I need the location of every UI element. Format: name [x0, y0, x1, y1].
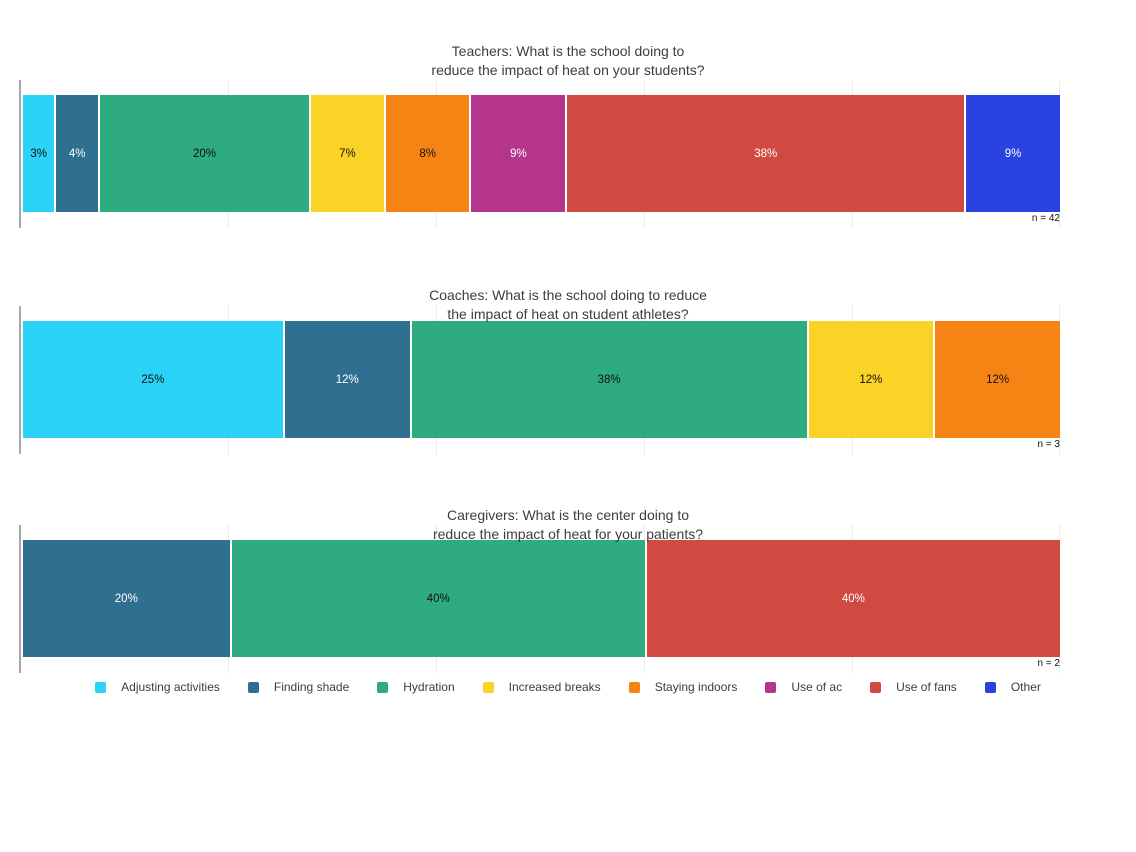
legend-item-hydration[interactable]: Hydration	[377, 680, 455, 694]
segment-value-label: 4%	[68, 147, 86, 160]
legend-label: Hydration	[403, 680, 455, 694]
legend-item-other[interactable]: Other	[984, 680, 1041, 694]
segment-value-label: 12%	[986, 373, 1010, 386]
segment-value-label: 20%	[114, 592, 138, 605]
legend-swatch-icon	[482, 681, 494, 693]
bar-segment-hydration[interactable]: 20%	[100, 95, 309, 212]
legend-label: Finding shade	[273, 680, 350, 694]
segment-value-label: 38%	[754, 147, 778, 160]
chart-title-line1: Teachers: What is the school doing to	[451, 43, 685, 59]
bar-segment-adjusting-activities[interactable]: 3%	[23, 95, 55, 212]
bar-segment-hydration[interactable]: 40%	[231, 540, 645, 657]
bar-segment-finding-shade[interactable]: 12%	[284, 321, 410, 438]
plot-area-caregivers: 20% 40% 40% n = 2	[19, 525, 1060, 673]
stacked-bar-caregivers: 20% 40% 40%	[23, 540, 1060, 657]
segment-value-label: 12%	[859, 373, 883, 386]
bar-segment-hydration[interactable]: 38%	[411, 321, 807, 438]
sample-size-label: n = 42	[1031, 213, 1060, 224]
bar-segment-increased-breaks[interactable]: 12%	[808, 321, 934, 438]
plot-area-teachers: 3% 4% 20% 7% 8% 9% 38% 9% n = 42	[19, 80, 1061, 228]
y-axis-line	[19, 80, 21, 228]
bar-segment-use-of-fans[interactable]: 40%	[646, 540, 1060, 657]
bar-segment-adjusting-activities[interactable]: 25%	[23, 321, 283, 438]
bar-segment-finding-shade[interactable]: 20%	[23, 540, 230, 657]
legend-swatch-icon	[377, 681, 389, 693]
bar-segment-finding-shade[interactable]: 4%	[56, 95, 99, 212]
sample-size-label: n = 3	[1037, 439, 1060, 450]
bar-segment-use-of-ac[interactable]: 9%	[471, 95, 566, 212]
chart-title-teachers: Teachers: What is the school doing to re…	[0, 42, 1136, 80]
plot-area-coaches: 25% 12% 38% 12% 12% n = 3	[19, 306, 1061, 454]
segment-value-label: 9%	[1004, 147, 1022, 160]
bar-segment-increased-breaks[interactable]: 7%	[310, 95, 384, 212]
bar-segment-staying-indoors[interactable]: 12%	[935, 321, 1061, 438]
segment-value-label: 8%	[419, 147, 436, 160]
bar-segment-staying-indoors[interactable]: 8%	[385, 95, 470, 212]
bar-segment-use-of-fans[interactable]: 38%	[567, 95, 965, 212]
segment-value-label: 40%	[841, 592, 865, 605]
segment-value-label: 25%	[141, 373, 165, 386]
stacked-bar-coaches: 25% 12% 38% 12% 12%	[23, 321, 1061, 438]
legend-item-use-of-fans[interactable]: Use of fans	[870, 680, 957, 694]
chart-title-line2: the impact of heat on student athletes?	[447, 306, 689, 322]
chart-title-line2: reduce the impact of heat on your studen…	[431, 62, 705, 78]
legend-label: Staying indoors	[654, 680, 738, 694]
segment-value-label: 7%	[339, 147, 356, 160]
legend: Adjusting activities Finding shade Hydrati…	[0, 680, 1136, 694]
y-axis-line	[19, 306, 21, 454]
chart-title-coaches: Coaches: What is the school doing to red…	[0, 286, 1136, 324]
legend-swatch-icon	[247, 681, 259, 693]
segment-value-label: 40%	[426, 592, 450, 605]
legend-label: Use of ac	[791, 680, 843, 694]
y-axis-line	[19, 525, 21, 673]
legend-item-staying-indoors[interactable]: Staying indoors	[628, 680, 738, 694]
stacked-bar-teachers: 3% 4% 20% 7% 8% 9% 38% 9%	[23, 95, 1061, 212]
chart-title-caregivers: Caregivers: What is the center doing to …	[0, 506, 1136, 544]
legend-swatch-icon	[628, 681, 640, 693]
legend-item-adjusting-activities[interactable]: Adjusting activities	[95, 680, 220, 694]
sample-size-label: n = 2	[1037, 658, 1060, 669]
segment-value-label: 38%	[597, 373, 621, 386]
segment-value-label: 20%	[192, 147, 216, 160]
legend-item-use-of-ac[interactable]: Use of ac	[765, 680, 842, 694]
legend-swatch-icon	[984, 681, 996, 693]
legend-label: Increased breaks	[508, 680, 601, 694]
legend-item-increased-breaks[interactable]: Increased breaks	[482, 680, 601, 694]
segment-value-label: 3%	[30, 147, 47, 160]
segment-value-label: 9%	[510, 147, 527, 160]
legend-swatch-icon	[765, 681, 777, 693]
legend-label: Use of fans	[896, 680, 957, 694]
chart-title-line2: reduce the impact of heat for your patie…	[432, 526, 704, 542]
bar-segment-other[interactable]: 9%	[966, 95, 1061, 212]
legend-item-finding-shade[interactable]: Finding shade	[247, 680, 350, 694]
legend-swatch-icon	[870, 681, 882, 693]
legend-label: Adjusting activities	[121, 680, 220, 694]
chart-title-line1: Caregivers: What is the center doing to	[446, 507, 689, 523]
legend-label: Other	[1010, 680, 1041, 694]
chart-title-line1: Coaches: What is the school doing to red…	[429, 287, 707, 303]
legend-swatch-icon	[95, 681, 107, 693]
segment-value-label: 12%	[335, 373, 359, 386]
